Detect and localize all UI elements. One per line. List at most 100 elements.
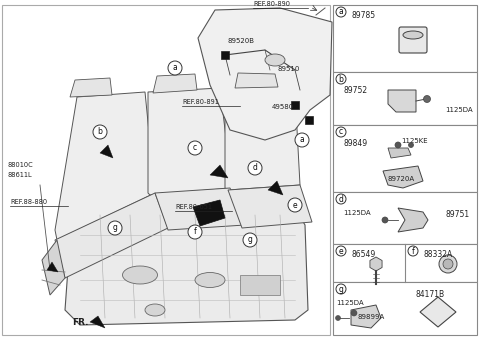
Circle shape [423,96,431,102]
Text: f: f [412,246,414,255]
Circle shape [408,246,418,256]
Bar [221,51,229,59]
Ellipse shape [195,272,225,288]
Circle shape [188,225,202,239]
Circle shape [443,259,453,269]
Text: a: a [173,64,178,72]
Polygon shape [198,8,332,140]
Circle shape [188,141,202,155]
Text: 88332A: 88332A [423,250,452,259]
Polygon shape [225,86,300,190]
Bar [240,275,280,295]
Text: 89752: 89752 [343,86,367,95]
Text: g: g [338,285,343,293]
Circle shape [351,310,357,316]
Text: 89720A: 89720A [388,176,415,182]
Text: 88611L: 88611L [8,172,33,178]
Text: REF.80-890: REF.80-890 [253,1,290,7]
Polygon shape [268,181,283,195]
Text: 89899A: 89899A [358,314,385,320]
Text: d: d [252,164,257,172]
Circle shape [408,142,413,148]
Polygon shape [420,297,456,327]
Text: 89751: 89751 [445,210,469,219]
Text: e: e [339,246,343,255]
Text: 1125DA: 1125DA [343,210,371,216]
Bar [291,101,299,109]
Bar [333,125,477,192]
Text: g: g [113,223,118,233]
Polygon shape [388,90,416,112]
Polygon shape [398,208,428,232]
Text: c: c [339,128,343,136]
Text: 89849: 89849 [343,139,367,148]
Circle shape [336,246,346,256]
Circle shape [168,61,182,75]
Bar [333,72,477,125]
Polygon shape [235,73,278,88]
Ellipse shape [403,31,423,39]
Text: c: c [193,143,197,153]
Circle shape [382,217,388,223]
Polygon shape [388,148,411,158]
Text: a: a [338,7,343,17]
Polygon shape [55,92,155,240]
Text: 89520B: 89520B [228,38,255,44]
Text: REF.80-891: REF.80-891 [182,99,219,105]
Circle shape [336,284,346,294]
Text: e: e [293,201,297,209]
Circle shape [93,125,107,139]
Text: 88010C: 88010C [8,162,34,168]
Circle shape [295,133,309,147]
Circle shape [288,198,302,212]
Polygon shape [100,145,113,158]
Bar [333,244,477,282]
Bar [333,5,477,72]
FancyBboxPatch shape [399,27,427,53]
Text: FR.: FR. [72,318,88,327]
Text: REF.80-651: REF.80-651 [175,204,212,210]
Polygon shape [228,185,312,228]
Text: 89510: 89510 [278,66,300,72]
Circle shape [395,142,401,148]
Polygon shape [65,205,308,325]
Ellipse shape [122,266,157,284]
Circle shape [336,194,346,204]
Bar [2,5,330,335]
Text: 49580: 49580 [272,104,294,110]
Bar [333,192,477,244]
Circle shape [336,127,346,137]
Circle shape [336,7,346,17]
Circle shape [336,316,340,321]
Ellipse shape [145,304,165,316]
Text: 89785: 89785 [351,11,375,20]
Polygon shape [155,188,245,230]
Polygon shape [193,200,225,226]
Polygon shape [153,74,197,93]
Text: 1125DA: 1125DA [445,107,473,113]
Text: a: a [300,136,304,144]
Polygon shape [47,262,58,272]
Polygon shape [351,305,381,328]
Text: 86549: 86549 [351,250,375,259]
Text: b: b [338,74,343,84]
Text: b: b [97,128,102,136]
Polygon shape [210,165,228,178]
Bar [305,116,313,124]
Ellipse shape [265,54,285,66]
Circle shape [439,255,457,273]
Polygon shape [42,240,65,295]
Polygon shape [148,88,232,195]
Circle shape [336,74,346,84]
Text: 1125KE: 1125KE [401,138,428,144]
Polygon shape [55,193,168,278]
Circle shape [248,161,262,175]
Text: 84171B: 84171B [415,290,444,299]
Polygon shape [90,316,105,328]
Text: f: f [193,227,196,237]
Circle shape [243,233,257,247]
Text: g: g [248,236,252,244]
Circle shape [108,221,122,235]
Text: REF.88-880: REF.88-880 [10,199,47,205]
Text: 1125DA: 1125DA [336,300,364,306]
